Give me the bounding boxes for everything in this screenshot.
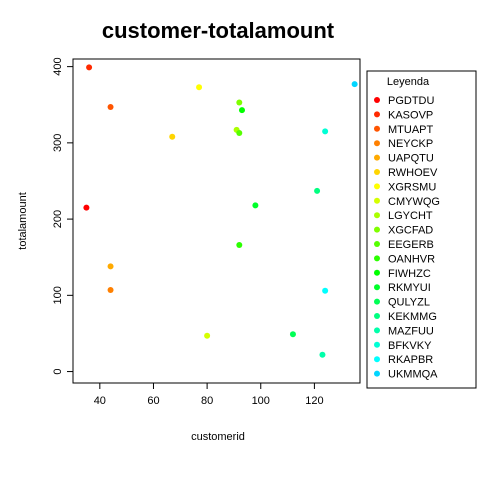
point-rkapbr <box>322 287 329 294</box>
legend-marker-eegerb <box>374 241 380 247</box>
point-neyckp <box>107 286 114 293</box>
legend-marker-bfkvky <box>374 341 380 348</box>
legend-label-eegerb: EEGERB <box>388 239 434 251</box>
x-tick-label: 100 <box>252 395 270 407</box>
chart-title: customer-totalamount <box>102 18 335 43</box>
data-points <box>83 64 358 358</box>
y-tick-label: 200 <box>52 210 64 228</box>
legend-marker-ukmmqa <box>374 370 380 377</box>
x-tick-label: 80 <box>201 395 213 407</box>
y-axis-label: totalamount <box>17 192 29 249</box>
legend-label-kekmmg: KEKMMG <box>388 311 437 323</box>
legend-marker-mazfuu <box>374 327 380 334</box>
legend-label-cmywqg: CMYWQG <box>388 196 440 208</box>
legend-title: Leyenda <box>387 76 430 88</box>
legend-label-kasovp: KASOVP <box>388 109 433 121</box>
legend-marker-cmywqg <box>374 197 380 204</box>
legend-marker-uapqtu <box>374 154 380 161</box>
point-kasovp <box>86 64 93 71</box>
legend-label-oanhvr: OANHVR <box>388 253 435 265</box>
legend-marker-kekmmg <box>374 313 380 319</box>
point-rwhoev <box>169 133 176 140</box>
x-tick-label: 120 <box>305 395 323 407</box>
legend-marker-rkmyui <box>374 284 380 291</box>
point-mtuapt <box>107 104 114 111</box>
y-tick-label: 100 <box>52 286 64 304</box>
x-axis: 40 60 80 100 120 <box>94 383 324 407</box>
point-oanhvr <box>236 242 243 249</box>
legend-label-xgrsmu: XGRSMU <box>388 181 436 193</box>
x-tick-label: 40 <box>94 395 106 407</box>
legend-label-fiwhzc: FIWHZC <box>388 268 431 280</box>
legend-marker-rwhoev <box>374 169 380 175</box>
point-fiwhzc <box>238 107 245 114</box>
legend-marker-neyckp <box>374 140 380 147</box>
legend-box <box>366 70 477 389</box>
legend-marker-xgrsmu <box>374 183 380 190</box>
legend-label-mazfuu: MAZFUU <box>388 325 434 337</box>
legend-label-uapqtu: UAPQTU <box>388 153 434 165</box>
legend-marker-lgycht <box>374 212 380 219</box>
legend-label-bfkvky: BFKVKY <box>388 340 432 352</box>
legend-label-ukmmqa: UKMMQA <box>388 369 438 381</box>
point-qulyzl <box>289 331 296 338</box>
point-kekmmg <box>314 187 321 194</box>
legend: Leyenda PGDTDU KASOVP MTUAPT NEYCKP UAPQTU RW… <box>366 70 477 389</box>
y-tick-label: 300 <box>52 134 64 152</box>
legend-label-rkapbr: RKAPBR <box>388 354 433 366</box>
point-xgrsmu <box>196 84 203 91</box>
point-bfkvky <box>322 128 329 135</box>
legend-label-mtuapt: MTUAPT <box>388 124 434 136</box>
legend-items: PGDTDU KASOVP MTUAPT NEYCKP UAPQTU RWHOEV XGRS… <box>374 95 440 381</box>
y-axis: 0 100 200 300 400 <box>52 57 73 375</box>
legend-label-xgcfad: XGCFAD <box>388 225 433 237</box>
point-uapqtu <box>107 263 114 270</box>
legend-marker-kasovp <box>374 111 380 118</box>
point-rkmyui <box>252 202 259 209</box>
legend-label-neyckp: NEYCKP <box>388 138 433 150</box>
legend-marker-fiwhzc <box>374 269 380 276</box>
x-tick-label: 60 <box>147 395 159 407</box>
point-pgdtdu <box>83 204 90 211</box>
y-tick-label: 0 <box>52 369 64 375</box>
legend-label-qulyzl: QULYZL <box>388 297 430 309</box>
plot-area <box>72 58 361 384</box>
point-eegerb <box>236 129 243 136</box>
legend-label-rwhoev: RWHOEV <box>388 167 438 179</box>
point-mazfuu <box>319 351 326 358</box>
legend-marker-pgdtdu <box>374 97 380 103</box>
legend-label-lgycht: LGYCHT <box>388 210 433 222</box>
point-cmywqg <box>204 332 211 339</box>
x-axis-label: customerid <box>191 431 245 443</box>
legend-marker-xgcfad <box>374 226 380 233</box>
legend-marker-mtuapt <box>374 125 380 132</box>
y-tick-label: 400 <box>52 57 64 75</box>
legend-marker-qulyzl <box>374 298 380 305</box>
legend-label-rkmyui: RKMYUI <box>388 282 431 294</box>
point-xgcfad <box>236 99 243 106</box>
legend-label-pgdtdu: PGDTDU <box>388 95 435 107</box>
point-ukmmqa <box>351 81 358 88</box>
legend-marker-rkapbr <box>374 356 380 363</box>
legend-marker-oanhvr <box>374 255 380 262</box>
